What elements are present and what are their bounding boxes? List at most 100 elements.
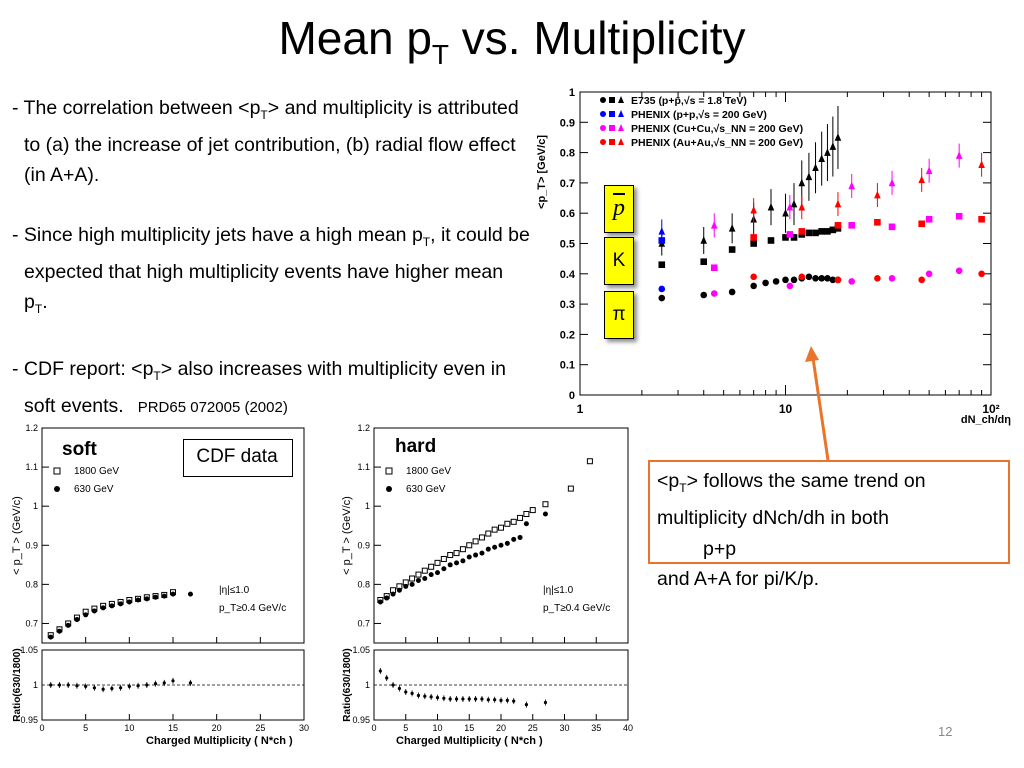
ratio-point xyxy=(385,676,389,680)
legend-marker xyxy=(618,124,624,131)
data-point xyxy=(978,160,985,169)
ratio-point xyxy=(454,697,459,701)
y-tick-label: 1 xyxy=(365,501,370,511)
data-point xyxy=(473,552,479,558)
data-point xyxy=(798,228,806,235)
data-point xyxy=(435,570,440,576)
ratio-point xyxy=(512,699,516,703)
data-point xyxy=(504,540,510,546)
data-point xyxy=(812,229,819,237)
ratio-point xyxy=(75,684,79,688)
x-tick-label: 15 xyxy=(168,723,178,733)
data-point xyxy=(782,276,789,284)
data-point xyxy=(728,224,736,232)
legend-marker xyxy=(618,138,624,145)
data-point xyxy=(728,246,736,253)
data-point xyxy=(798,202,806,211)
data-point xyxy=(567,485,574,492)
x-tick-label: 25 xyxy=(255,723,265,733)
data-point xyxy=(91,608,97,614)
y-tick-label: 0.7 xyxy=(560,178,575,190)
data-point xyxy=(485,546,491,552)
data-point xyxy=(888,178,896,187)
data-point xyxy=(834,133,842,141)
data-point xyxy=(153,594,159,600)
bullet-high-multiplicity: - Since high multiplicity jets have a hi… xyxy=(12,223,530,316)
legend-marker xyxy=(609,125,615,131)
data-point xyxy=(925,215,933,223)
ratio-point xyxy=(505,698,509,702)
data-point xyxy=(100,605,106,611)
ratio-point xyxy=(448,697,452,701)
data-point xyxy=(415,577,421,583)
data-point xyxy=(955,151,963,159)
data-point xyxy=(586,458,593,465)
data-point xyxy=(658,285,666,293)
ratio-point xyxy=(404,690,408,694)
ratio-point xyxy=(391,683,395,687)
data-point xyxy=(459,546,466,553)
callout-line-1: <pT> follows the same trend on multiplic… xyxy=(657,470,926,530)
data-point xyxy=(918,276,925,284)
data-point xyxy=(460,558,466,564)
ratio-tick-label: 1.05 xyxy=(352,645,370,655)
data-point xyxy=(978,215,985,223)
y-tick-label: 1.2 xyxy=(357,423,370,433)
data-point xyxy=(161,593,167,599)
ratio-point xyxy=(524,703,528,707)
ratio-point xyxy=(429,695,433,699)
data-point xyxy=(834,199,842,208)
legend-marker xyxy=(53,467,61,475)
data-point xyxy=(135,597,141,603)
ratio-point xyxy=(57,683,62,687)
ratio-point xyxy=(145,683,149,687)
ratio-axis-label: Ratio(630/1800) xyxy=(12,648,23,721)
data-point xyxy=(511,536,517,542)
legend-label: PHENIX (Cu+Cu,√s_NN = 200 GeV) xyxy=(631,123,803,135)
legend-marker xyxy=(618,96,624,103)
badge-pion: π xyxy=(604,291,634,339)
data-point xyxy=(447,562,453,568)
callout-text: <pT> follows the same trend on multiplic… xyxy=(657,466,1017,595)
ratio-point xyxy=(49,683,53,687)
ratio-point xyxy=(162,681,166,685)
data-point xyxy=(396,587,402,593)
data-point xyxy=(834,222,842,229)
legend-label: PHENIX (Au+Au,√s_NN = 200 GeV) xyxy=(631,137,803,149)
data-point xyxy=(447,552,454,559)
data-point xyxy=(874,218,881,226)
data-point xyxy=(848,278,856,285)
data-point xyxy=(829,276,837,284)
y-tick-label: 0.9 xyxy=(25,540,38,550)
data-point xyxy=(542,501,549,508)
data-point xyxy=(918,175,925,184)
data-point xyxy=(440,555,447,562)
data-point xyxy=(377,599,383,605)
data-point xyxy=(170,591,176,597)
data-point xyxy=(824,148,831,156)
data-point xyxy=(824,228,831,235)
y-tick-label: 0.1 xyxy=(560,360,575,372)
data-point xyxy=(74,617,80,623)
x-tick-label: 40 xyxy=(623,723,633,733)
x-axis-label: Charged Multiplicity ( N*ch ) xyxy=(396,735,543,747)
data-point xyxy=(428,572,434,578)
annotation: |η|≤1.0 xyxy=(543,585,574,596)
data-point xyxy=(955,212,963,220)
ratio-point xyxy=(119,686,123,690)
y-axis-label: < p_T > (GeV/c) xyxy=(341,496,353,575)
data-point xyxy=(485,530,492,537)
x-tick-label: 10 xyxy=(432,723,442,733)
data-point xyxy=(829,226,837,234)
data-point xyxy=(523,521,529,527)
data-point xyxy=(925,166,933,175)
y-tick-label: 0.8 xyxy=(357,579,370,589)
data-point xyxy=(109,603,115,609)
data-point xyxy=(384,595,390,601)
ratio-point xyxy=(84,684,88,688)
ratio-point xyxy=(543,700,548,705)
data-point xyxy=(818,228,825,235)
legend-marker xyxy=(600,139,606,145)
legend-marker xyxy=(600,97,606,103)
data-point xyxy=(798,178,806,187)
